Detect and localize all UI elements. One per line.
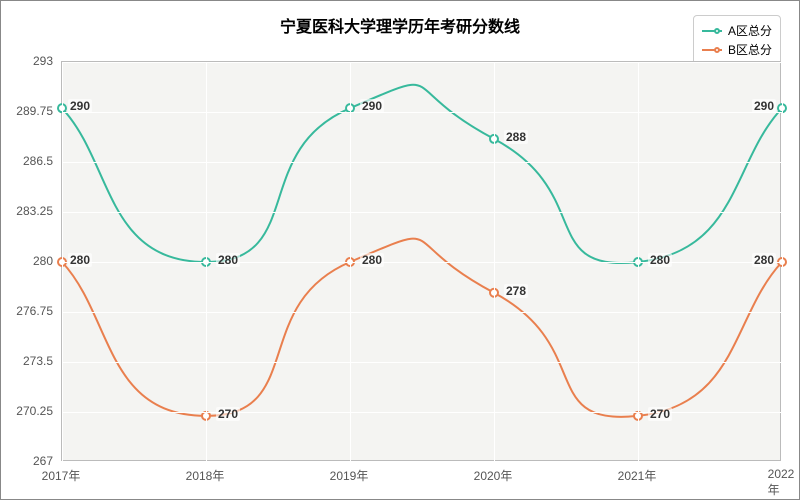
x-tick-label: 2021年 (618, 467, 657, 484)
data-label: 280 (752, 253, 776, 267)
grid-line-x (494, 62, 495, 462)
chart-container: 宁夏医科大学理学历年考研分数线 A区总分 B区总分 290 280 290 288 28… (0, 0, 800, 500)
legend-dot-b (714, 47, 720, 53)
grid-line-y (62, 462, 782, 463)
data-label: 280 (68, 253, 92, 267)
data-label: 290 (68, 99, 92, 113)
y-tick-label: 280 (33, 254, 53, 268)
y-tick-label: 283.25 (16, 204, 53, 218)
data-label: 288 (504, 130, 528, 144)
grid-line-x (206, 62, 207, 462)
legend: A区总分 B区总分 (693, 15, 781, 65)
grid-line-y (62, 362, 782, 363)
grid-line-x (782, 62, 783, 462)
grid-line-y (62, 112, 782, 113)
grid-line-x (62, 62, 63, 462)
legend-label-a: A区总分 (728, 22, 772, 39)
x-tick-label: 2019年 (330, 467, 369, 484)
data-label: 290 (752, 99, 776, 113)
legend-item-a[interactable]: A区总分 (702, 22, 772, 39)
legend-item-b[interactable]: B区总分 (702, 41, 772, 58)
grid-line-y (62, 212, 782, 213)
grid-line-y (62, 412, 782, 413)
y-tick-label: 276.75 (16, 304, 53, 318)
x-tick-label: 2017年 (42, 467, 81, 484)
grid-line-y (62, 162, 782, 163)
y-tick-label: 289.75 (16, 104, 53, 118)
grid-line-x (638, 62, 639, 462)
chart-title: 宁夏医科大学理学历年考研分数线 (1, 13, 799, 37)
legend-dot-a (714, 28, 720, 34)
data-label: 280 (648, 253, 672, 267)
y-tick-label: 273.5 (23, 354, 53, 368)
grid-line-x (350, 62, 351, 462)
series-line-1 (62, 239, 782, 417)
legend-label-b: B区总分 (728, 41, 772, 58)
grid-line-y (62, 312, 782, 313)
data-label: 270 (648, 407, 672, 421)
grid-line-y (62, 62, 782, 63)
y-tick-label: 267 (33, 454, 53, 468)
x-tick-label: 2018年 (186, 467, 225, 484)
y-tick-label: 270.25 (16, 404, 53, 418)
plot-area: 290 280 290 288 280 290 280 270 280 278 270 280 (61, 61, 781, 461)
data-label: 270 (216, 407, 240, 421)
data-label: 290 (360, 99, 384, 113)
data-label: 280 (360, 253, 384, 267)
y-tick-label: 293 (33, 54, 53, 68)
x-tick-label: 2022年 (768, 467, 795, 498)
data-label: 278 (504, 284, 528, 298)
y-tick-label: 286.5 (23, 154, 53, 168)
grid-line-y (62, 262, 782, 263)
data-label: 280 (216, 253, 240, 267)
x-tick-label: 2020年 (474, 467, 513, 484)
